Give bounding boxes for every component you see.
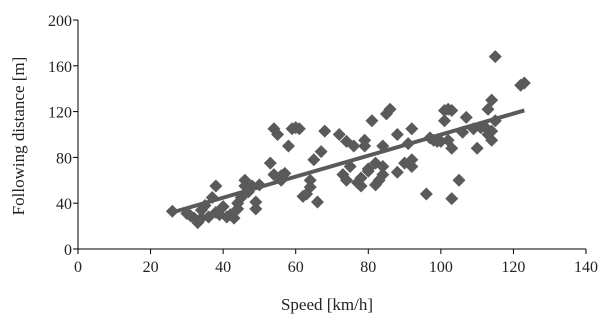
ticks: 0 20 40 60 80 100 120 140 0 40 80 120 160 200 [48,13,598,276]
data-point [303,180,317,194]
data-point [271,128,285,141]
trendline-layer [171,108,525,215]
data-point [405,153,419,167]
data-point [390,165,404,179]
data-point [314,145,328,159]
x-tick-label: 140 [574,259,598,276]
data-point [383,102,397,116]
data-point [292,122,306,136]
y-tick-label: 0 [64,242,72,259]
data-point [354,179,368,193]
data-point [303,173,317,187]
y-axis-label: Following distance [m] [9,57,28,216]
data-point [332,128,346,141]
data-point [485,133,499,147]
data-point [365,114,379,128]
data-point [307,153,321,167]
x-axis-label: Speed [km/h] [281,295,373,314]
trendline [171,108,525,215]
data-point [310,195,324,209]
data-point [318,124,332,138]
data-point [376,168,390,182]
data-point [263,156,277,170]
data-point [281,139,295,153]
x-tick-label: 0 [74,259,82,276]
x-tick-label: 60 [288,259,304,276]
data-point [452,173,466,187]
data-point [216,200,230,214]
data-point [354,171,368,185]
data-point [405,160,419,174]
data-point [209,179,223,193]
x-tick-label: 40 [215,259,231,276]
data-point [517,76,531,90]
x-tick-label: 100 [429,259,453,276]
data-point [445,192,459,206]
data-point [249,195,263,209]
data-point [419,187,433,201]
x-tick-label: 20 [143,259,159,276]
data-point [488,50,502,64]
data-point [376,160,390,174]
data-point [485,93,499,107]
y-tick-label: 120 [48,105,72,122]
y-tick-label: 200 [48,13,72,30]
data-point [249,202,263,216]
y-tick-label: 40 [56,196,72,213]
data-point [437,114,451,128]
axes [77,20,586,250]
data-point [358,133,372,147]
x-tick-label: 120 [501,259,525,276]
x-tick-label: 80 [360,259,376,276]
data-point [390,128,404,141]
data-point [470,141,484,155]
data-point [445,141,459,155]
y-tick-label: 80 [56,150,72,167]
data-point [340,173,354,187]
data-point [278,166,292,180]
data-point [445,103,459,117]
data-points [165,50,531,230]
data-point [459,110,473,124]
data-point [485,124,499,138]
data-point [347,139,361,153]
y-tick-label: 160 [48,59,72,76]
data-point [405,122,419,136]
